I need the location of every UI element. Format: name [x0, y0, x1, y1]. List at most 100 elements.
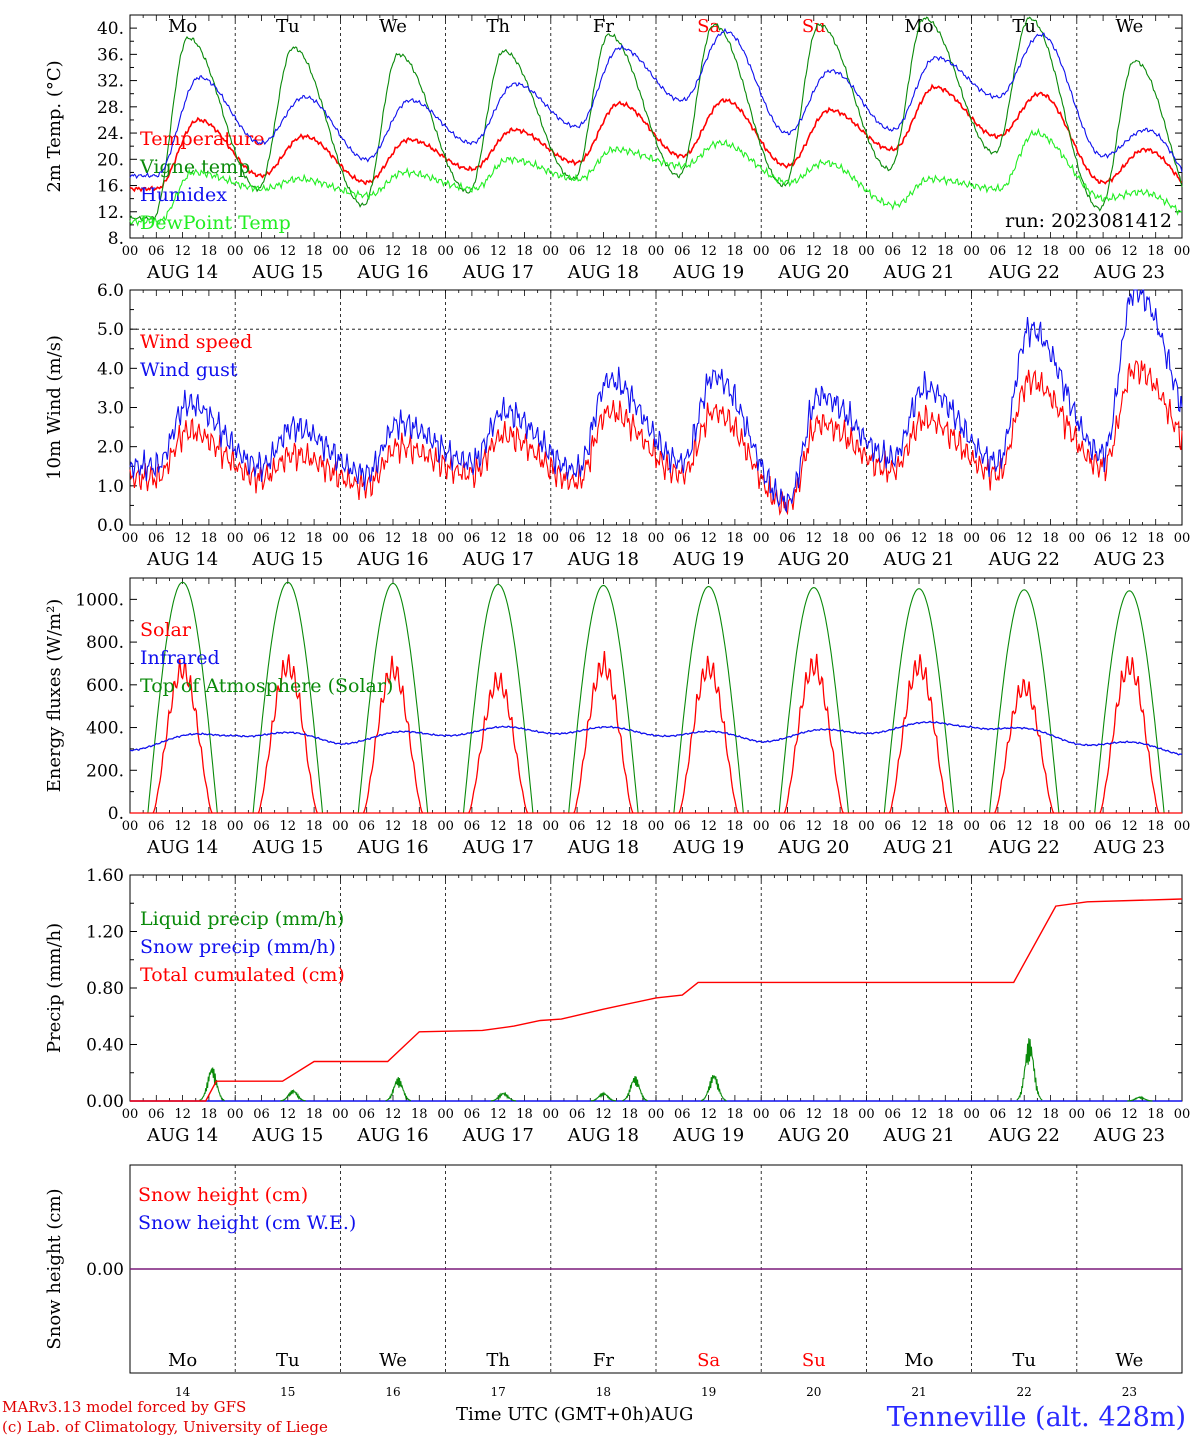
- x-hour-label: 18: [201, 819, 218, 834]
- solar-curve: [257, 654, 318, 814]
- solar-curve: [468, 672, 529, 814]
- legend-entry: Snow height (cm): [138, 1184, 308, 1206]
- day-of-week-label: Tu: [1012, 1350, 1036, 1371]
- x-date-label: AUG 19: [672, 1125, 744, 1146]
- liquid-precip-event: [590, 1091, 617, 1102]
- x-hour-label: 00: [753, 819, 770, 834]
- x-date-label: AUG 17: [462, 262, 534, 283]
- x-hour-label: 06: [569, 531, 586, 546]
- solar-curve: [888, 654, 950, 814]
- liquid-precip-event: [490, 1091, 517, 1102]
- y-tick-label: 0.0: [97, 516, 124, 536]
- x-hour-label: 18: [621, 1107, 638, 1122]
- x-hour-label: 06: [148, 244, 165, 259]
- legend-entry: Wind speed: [140, 331, 252, 353]
- x-hour-label: 00: [858, 819, 875, 834]
- legend-entry: Wind gust: [140, 359, 238, 381]
- x-hour-label: 12: [806, 819, 823, 834]
- x-hour-label: 18: [1042, 531, 1059, 546]
- x-hour-label: 12: [595, 1107, 612, 1122]
- x-date-label: AUG 15: [251, 262, 323, 283]
- y-tick-label: 800.: [86, 633, 124, 653]
- panel-precip: 0.00 0.40 0.80 1.20 1.60 Precip (mm/h) 00 06 12 1…: [44, 866, 1190, 1146]
- panel-wind: 0.0 1.0 2.0 3.0 4.0 5.0 6.0 10m Wind (m/s) 00 06 1…: [44, 281, 1190, 570]
- toa-curve: [1094, 590, 1165, 814]
- x-hour-label: 06: [990, 1107, 1007, 1122]
- x-date-label: AUG 22: [988, 837, 1060, 858]
- x-hour-label: 06: [1095, 531, 1112, 546]
- x-hour-label: 06: [148, 1107, 165, 1122]
- y-tick-label: 600.: [86, 676, 124, 696]
- x-hour-label: 00: [227, 819, 244, 834]
- day-of-week-label: Tu: [276, 16, 300, 37]
- y-tick-label: 1000.: [75, 590, 124, 610]
- x-hour-label: 18: [306, 244, 323, 259]
- x-hour-label: 12: [700, 819, 717, 834]
- x-hour-label: 12: [911, 531, 928, 546]
- legend-entry: Total cumulated (cm): [140, 964, 345, 986]
- y-tick-label: 0.40: [86, 1036, 124, 1056]
- x-hour-label: 06: [1095, 819, 1112, 834]
- x-date-label: AUG 15: [251, 837, 323, 858]
- x-hour-label: 00: [122, 244, 139, 259]
- solar-curve: [783, 653, 844, 814]
- x-date-label: AUG 21: [882, 549, 954, 570]
- liquid-precip-event: [700, 1075, 727, 1102]
- day-number-label: 21: [911, 1385, 926, 1399]
- day-number-label: 22: [1017, 1385, 1032, 1399]
- y-tick-label: 36.: [97, 45, 124, 65]
- x-hour-label: 18: [832, 531, 849, 546]
- x-hour-label: 06: [253, 1107, 270, 1122]
- toa-curve: [252, 581, 324, 814]
- day-of-week-label: We: [1116, 1350, 1144, 1371]
- x-hour-label: 18: [306, 819, 323, 834]
- x-hour-label: 00: [1069, 244, 1086, 259]
- x-hour-label: 12: [280, 1107, 297, 1122]
- panel-energy: 0. 200. 400. 600. 800. 1000. Energy fluxes (W/…: [44, 577, 1190, 858]
- y-axis-label: Energy fluxes (W/m²): [44, 599, 65, 793]
- x-hour-label: 06: [779, 531, 796, 546]
- y-tick-label: 400.: [86, 719, 124, 739]
- x-hour-label: 12: [911, 244, 928, 259]
- legend-entry: Solar: [140, 619, 192, 641]
- x-hour-label: 18: [937, 531, 954, 546]
- x-hour-label: 00: [122, 819, 139, 834]
- panel-frame: [129, 14, 1183, 239]
- x-hour-label: 06: [990, 244, 1007, 259]
- x-date-label: AUG 16: [356, 837, 428, 858]
- x-hour-label: 00: [437, 1107, 454, 1122]
- x-date-label: AUG 17: [462, 1125, 534, 1146]
- x-hour-label: 06: [569, 244, 586, 259]
- x-date-label: AUG 15: [251, 1125, 323, 1146]
- legend-entry: Snow precip (mm/h): [140, 936, 336, 958]
- y-tick-label: 0.80: [86, 979, 124, 999]
- x-axis-title: Time UTC (GMT+0h)AUG: [456, 1404, 693, 1425]
- series-line-infrared: [129, 720, 1183, 756]
- x-hour-label: 00: [648, 244, 665, 259]
- x-date-label: AUG 20: [777, 837, 849, 858]
- solar-curve: [362, 655, 424, 814]
- y-tick-label: 4.0: [97, 359, 124, 379]
- day-of-week-label: Sa: [697, 1350, 720, 1371]
- legend-entry: Snow height (cm W.E.): [138, 1212, 356, 1234]
- day-number-label: 20: [806, 1385, 821, 1399]
- x-hour-label: 00: [332, 1107, 349, 1122]
- x-axis-month: AUG: [650, 1404, 694, 1425]
- x-hour-label: 00: [963, 244, 980, 259]
- x-hour-label: 00: [543, 1107, 560, 1122]
- x-hour-label: 12: [1016, 244, 1033, 259]
- x-date-label: AUG 21: [882, 262, 954, 283]
- x-hour-label: 06: [1095, 1107, 1112, 1122]
- x-hour-label: 00: [753, 244, 770, 259]
- solar-curve: [994, 678, 1055, 814]
- x-date-label: AUG 23: [1093, 262, 1165, 283]
- x-hour-label: 00: [753, 1107, 770, 1122]
- panel-snow: 0.00 Snow height (cm) Snow height (cm) Snow…: [44, 1164, 1183, 1399]
- x-hour-label: 06: [1095, 244, 1112, 259]
- run-annotation: run: 2023081412: [1005, 210, 1172, 232]
- y-tick-label: 8.: [108, 229, 124, 249]
- x-hour-label: 12: [595, 244, 612, 259]
- x-date-label: AUG 21: [882, 1125, 954, 1146]
- x-hour-label: 00: [1069, 1107, 1086, 1122]
- x-hour-label: 00: [543, 819, 560, 834]
